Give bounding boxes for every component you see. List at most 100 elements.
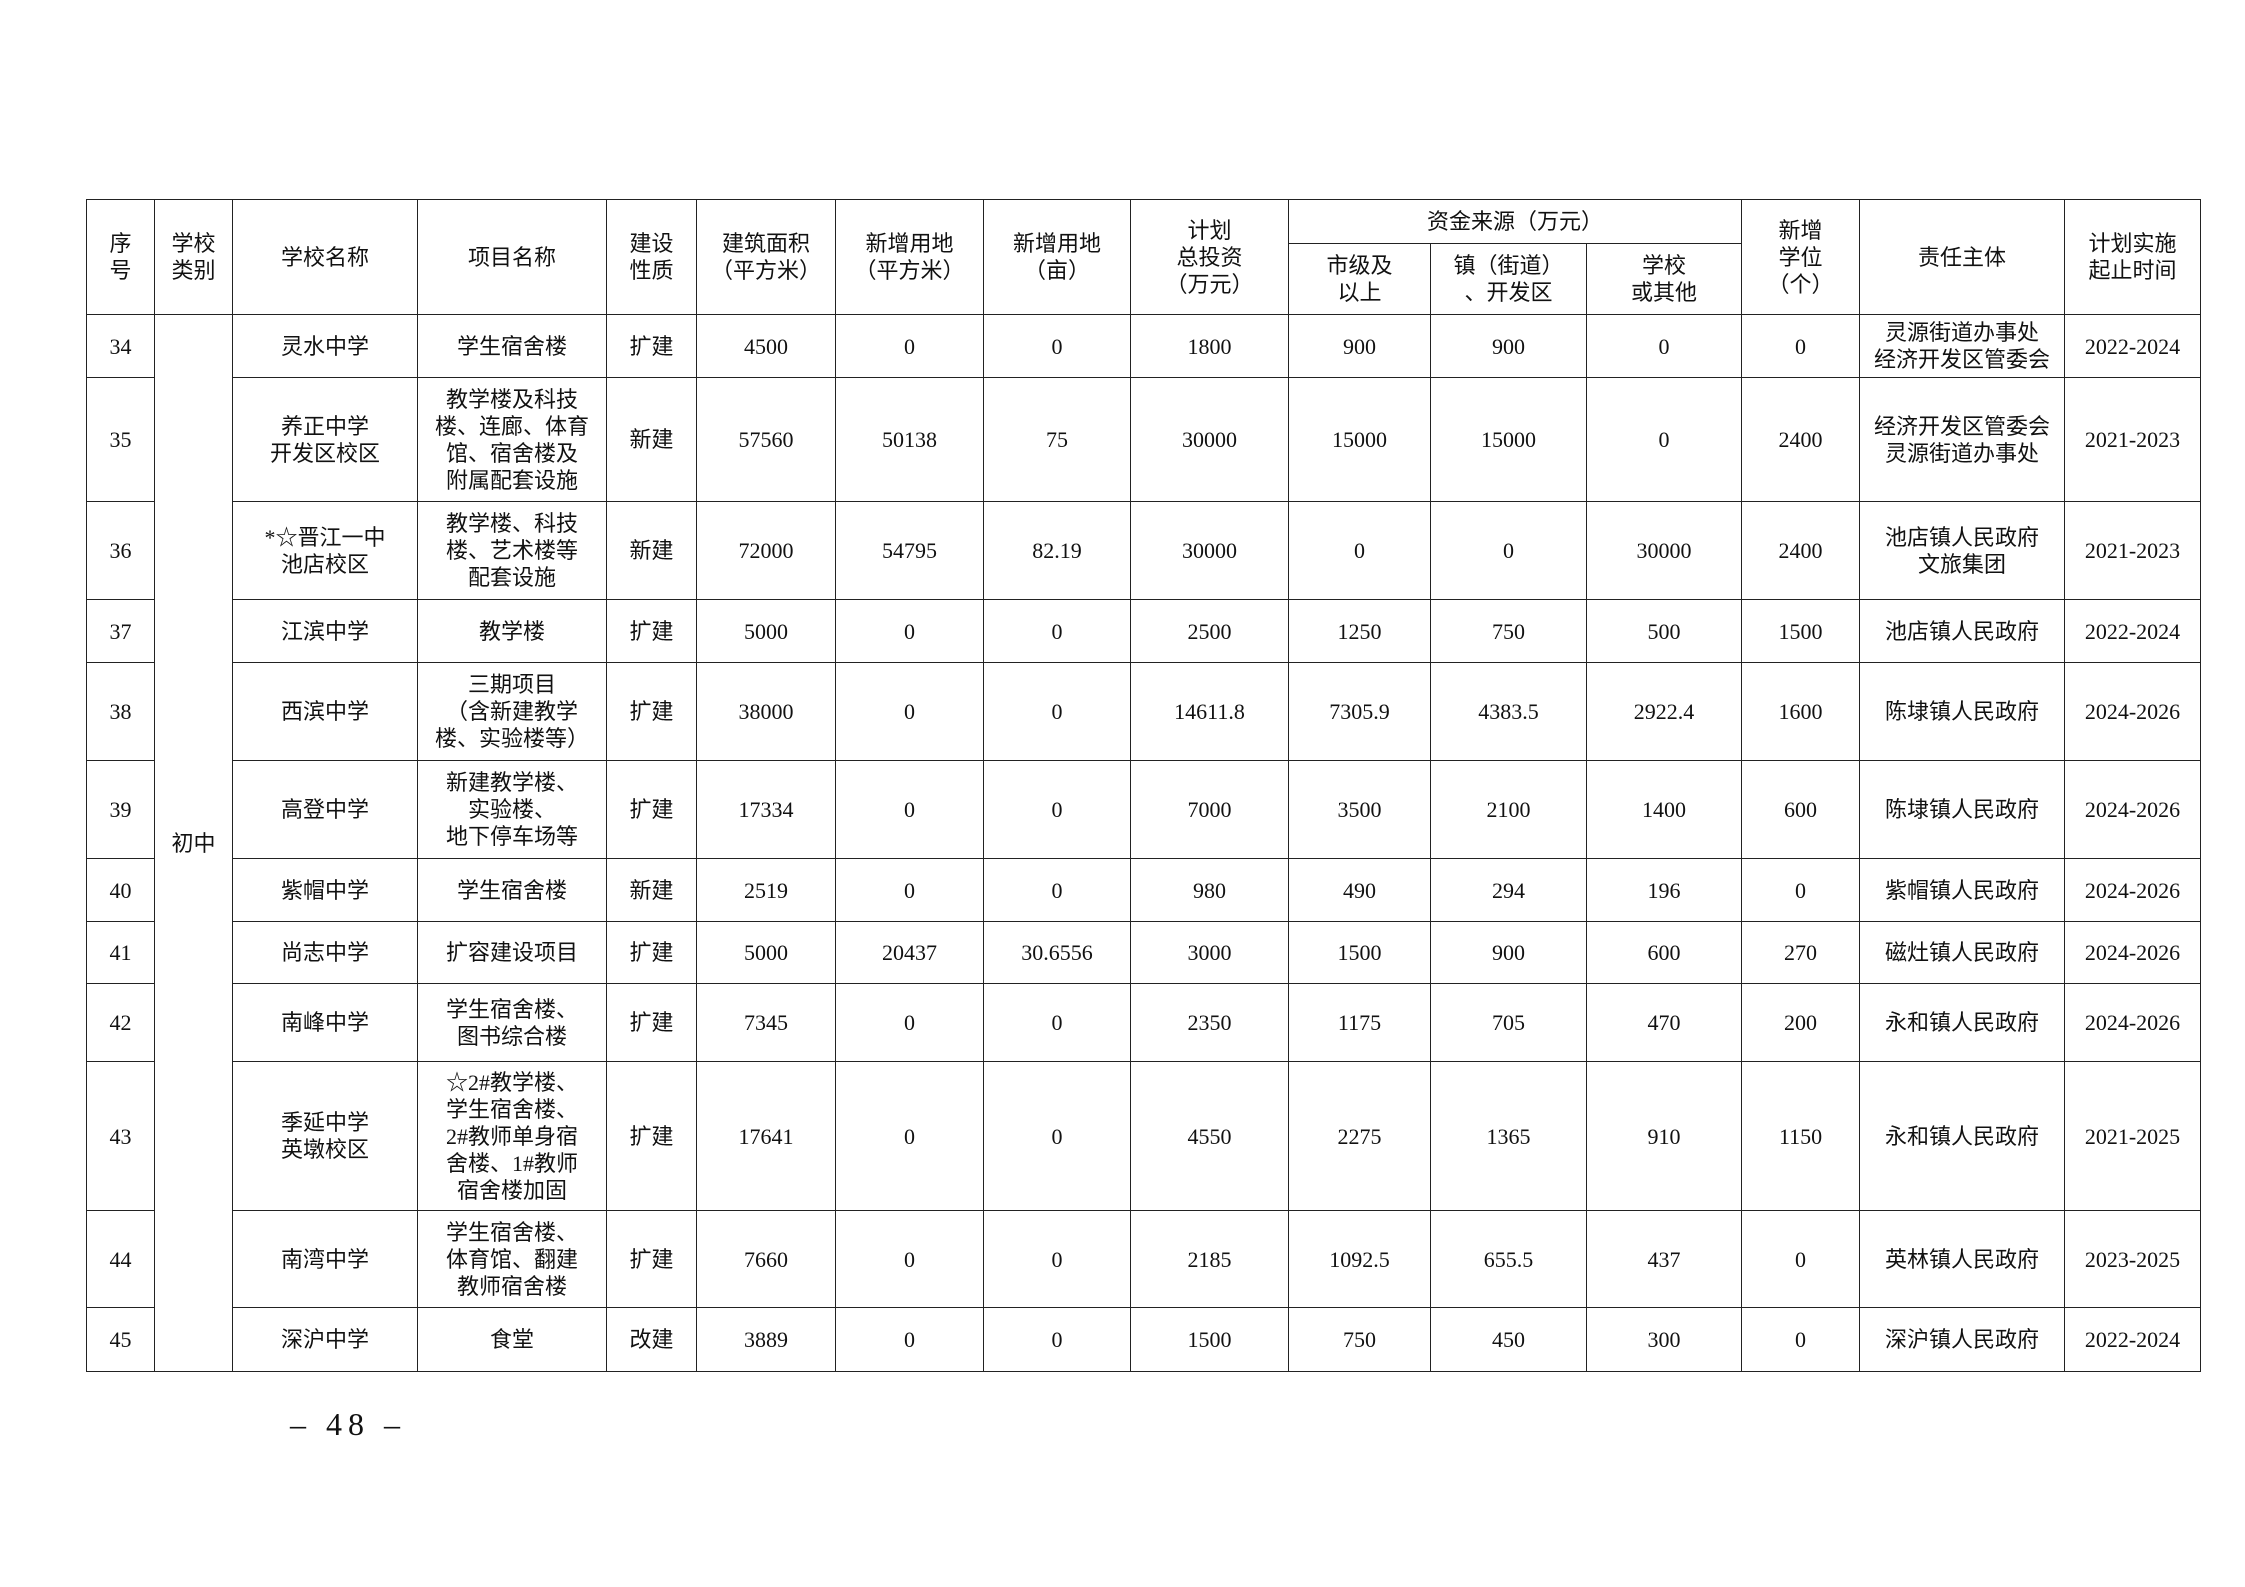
- cell-period: 2023-2025: [2064, 1210, 2202, 1308]
- header-no: 序 号: [86, 199, 155, 315]
- cell-land-sqm: 0: [835, 314, 984, 378]
- table-row: 38 西滨中学 三期项目 （含新建教学 楼、实验楼等） 扩建 38000 0 0 14611.…: [86, 662, 2202, 761]
- table-row: 45 深沪中学 食堂 改建 3889 0 0 1500 750 450 300 0 深沪镇人民政府 202…: [86, 1307, 2202, 1372]
- cell-owner: 永和镇人民政府: [1859, 1061, 2066, 1211]
- cell-owner: 陈埭镇人民政府: [1859, 662, 2066, 761]
- header-fund-city: 市级及 以上: [1288, 243, 1431, 315]
- cell-invest: 1800: [1130, 314, 1289, 378]
- cell-period: 2024-2026: [2064, 858, 2202, 922]
- table-row: 41 尚志中学 扩容建设项目 扩建 5000 20437 30.6556 3000 1500 90…: [86, 921, 2202, 984]
- cell-no: 34: [86, 314, 155, 378]
- cell-land-mu: 0: [983, 983, 1131, 1062]
- header-funding: 资金来源（万元）: [1287, 199, 1743, 244]
- cell-city: 1500: [1288, 921, 1431, 984]
- header-owner: 责任主体: [1859, 199, 2066, 315]
- cell-town: 294: [1430, 858, 1587, 922]
- header-land-mu: 新增用地 （亩）: [983, 199, 1131, 315]
- header-area: 建筑面积 （平方米）: [696, 199, 836, 315]
- cell-city: 3500: [1288, 760, 1431, 859]
- cell-city: 1092.5: [1288, 1210, 1431, 1308]
- cell-seats: 1600: [1741, 662, 1861, 761]
- cell-city: 1250: [1288, 599, 1431, 663]
- table-row: 42 南峰中学 学生宿舍楼、 图书综合楼 扩建 7345 0 0 2350 1175 705 470…: [86, 983, 2202, 1062]
- cell-no: 35: [86, 377, 155, 502]
- cell-no: 45: [86, 1307, 155, 1372]
- cell-town: 1365: [1430, 1061, 1587, 1211]
- cell-school: 灵水中学: [232, 314, 418, 378]
- cell-project: 新建教学楼、 实验楼、 地下停车场等: [417, 760, 607, 859]
- cell-school-fund: 470: [1585, 983, 1743, 1062]
- cell-project: ☆2#教学楼、 学生宿舍楼、 2#教师单身宿 舍楼、1#教师 宿舍楼加固: [417, 1061, 607, 1211]
- cell-school: 高登中学: [232, 760, 418, 859]
- cell-school-fund: 1400: [1585, 760, 1743, 859]
- cell-town: 2100: [1430, 760, 1587, 859]
- cell-project: 教学楼: [417, 599, 607, 663]
- cell-nature: 新建: [606, 377, 697, 502]
- cell-town: 750: [1430, 599, 1587, 663]
- cell-owner: 经济开发区管委会 灵源街道办事处: [1859, 377, 2066, 502]
- cell-seats: 0: [1741, 1307, 1861, 1372]
- cell-school: 南峰中学: [232, 983, 418, 1062]
- cell-nature: 扩建: [606, 921, 697, 984]
- cell-area: 57560: [696, 377, 836, 502]
- cell-no: 44: [86, 1210, 155, 1308]
- cell-school-fund: 196: [1585, 858, 1743, 922]
- cell-area: 7660: [696, 1210, 836, 1308]
- cell-land-sqm: 0: [835, 1307, 984, 1372]
- header-nature: 建设 性质: [606, 199, 697, 315]
- cell-nature: 扩建: [606, 760, 697, 859]
- school-projects-table: 序 号 学校 类别 学校名称 项目名称 建设 性质 建筑面积 （平方米） 新增用…: [86, 199, 2202, 1372]
- cell-nature: 改建: [606, 1307, 697, 1372]
- cell-area: 5000: [696, 921, 836, 984]
- cell-city: 750: [1288, 1307, 1431, 1372]
- cell-town: 705: [1430, 983, 1587, 1062]
- cell-period: 2024-2026: [2064, 662, 2202, 761]
- table-row: 40 紫帽中学 学生宿舍楼 新建 2519 0 0 980 490 294 196 0 紫帽镇人民政府 2…: [86, 858, 2202, 922]
- cell-seats: 2400: [1741, 501, 1861, 600]
- cell-school: 紫帽中学: [232, 858, 418, 922]
- cell-school-fund: 30000: [1585, 501, 1743, 600]
- cell-project: 学生宿舍楼、 体育馆、翻建 教师宿舍楼: [417, 1210, 607, 1308]
- cell-land-mu: 0: [983, 1307, 1131, 1372]
- cell-no: 36: [86, 501, 155, 600]
- cell-nature: 新建: [606, 858, 697, 922]
- cell-school-fund: 500: [1585, 599, 1743, 663]
- cell-period: 2022-2024: [2064, 599, 2202, 663]
- cell-school-fund: 0: [1585, 314, 1743, 378]
- cell-no: 38: [86, 662, 155, 761]
- cell-city: 7305.9: [1288, 662, 1431, 761]
- cell-project: 学生宿舍楼: [417, 314, 607, 378]
- cell-nature: 扩建: [606, 983, 697, 1062]
- cell-owner: 深沪镇人民政府: [1859, 1307, 2066, 1372]
- cell-school-fund: 600: [1585, 921, 1743, 984]
- cell-town: 900: [1430, 921, 1587, 984]
- cell-period: 2021-2025: [2064, 1061, 2202, 1211]
- header-seats: 新增 学位 （个）: [1741, 199, 1861, 315]
- cell-city: 15000: [1288, 377, 1431, 502]
- cell-land-mu: 0: [983, 1210, 1131, 1308]
- cell-owner: 英林镇人民政府: [1859, 1210, 2066, 1308]
- cell-land-mu: 0: [983, 858, 1131, 922]
- cell-school: 养正中学 开发区校区: [232, 377, 418, 502]
- cell-project: 学生宿舍楼、 图书综合楼: [417, 983, 607, 1062]
- cell-town: 15000: [1430, 377, 1587, 502]
- cell-school: 季延中学 英墩校区: [232, 1061, 418, 1211]
- cell-seats: 0: [1741, 858, 1861, 922]
- cell-land-mu: 0: [983, 314, 1131, 378]
- cell-seats: 1500: [1741, 599, 1861, 663]
- cell-school: 深沪中学: [232, 1307, 418, 1372]
- cell-area: 17641: [696, 1061, 836, 1211]
- cell-seats: 2400: [1741, 377, 1861, 502]
- cell-area: 3889: [696, 1307, 836, 1372]
- cell-nature: 扩建: [606, 1061, 697, 1211]
- cell-school: *☆晋江一中 池店校区: [232, 501, 418, 600]
- header-school: 学校名称: [232, 199, 418, 315]
- cell-town: 900: [1430, 314, 1587, 378]
- cell-no: 40: [86, 858, 155, 922]
- header-fund-school: 学校 或其他: [1585, 243, 1743, 315]
- cell-owner: 灵源街道办事处 经济开发区管委会: [1859, 314, 2066, 378]
- cell-invest: 2500: [1130, 599, 1289, 663]
- cell-invest: 4550: [1130, 1061, 1289, 1211]
- cell-owner: 磁灶镇人民政府: [1859, 921, 2066, 984]
- cell-school: 南湾中学: [232, 1210, 418, 1308]
